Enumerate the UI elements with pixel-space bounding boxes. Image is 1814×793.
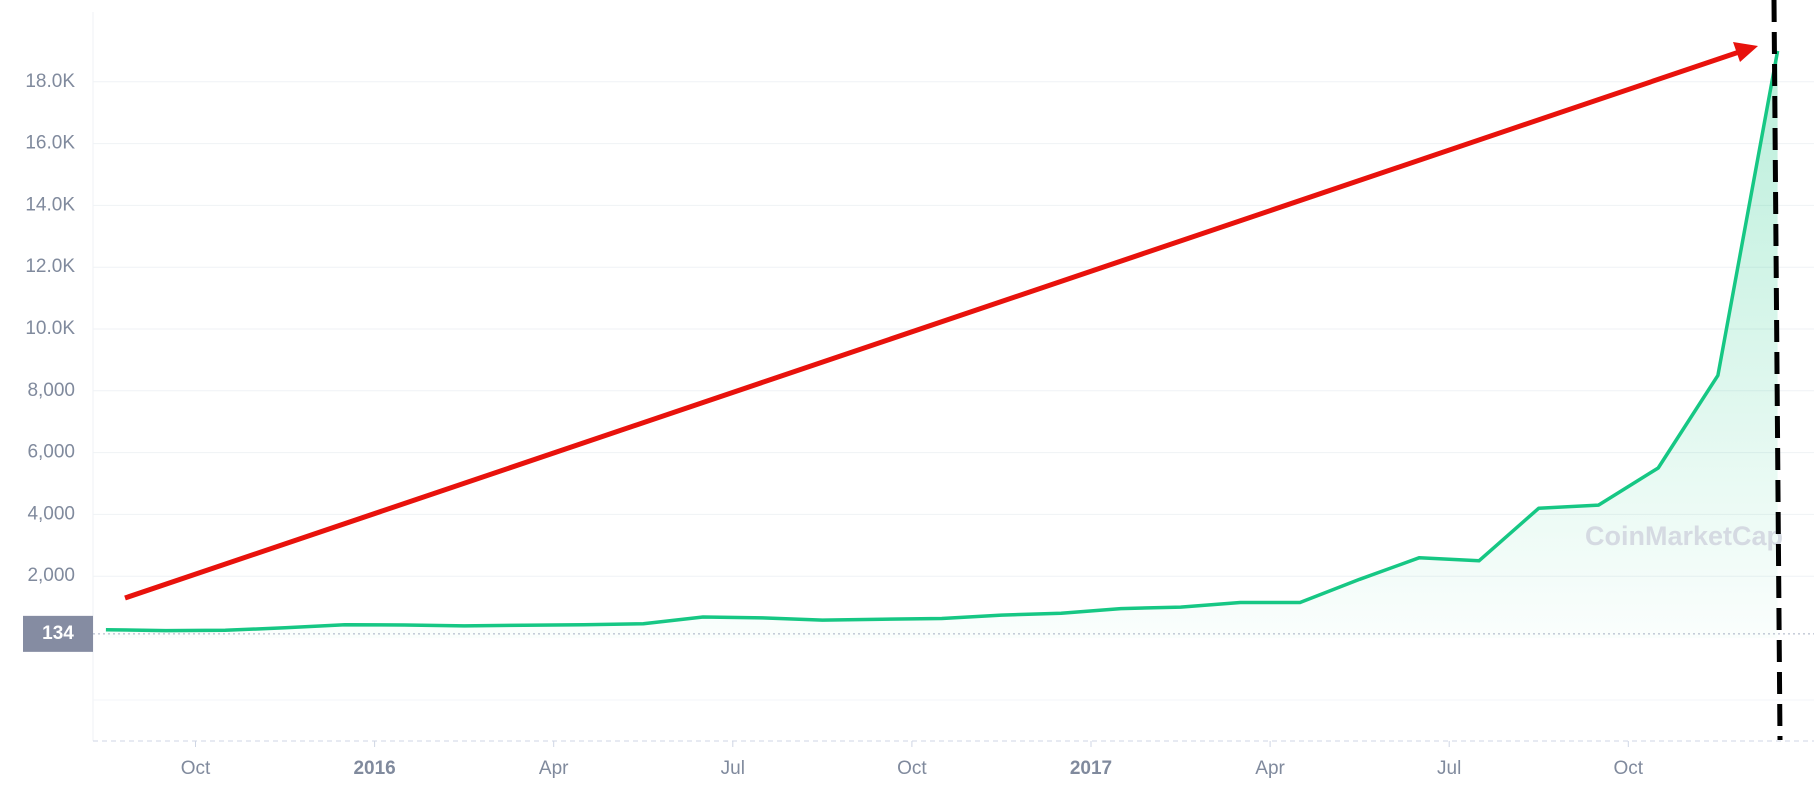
y-tick-label: 12.0K — [25, 256, 75, 277]
watermark: CoinMarketCap — [1585, 521, 1783, 551]
x-tick-label: Apr — [1255, 758, 1285, 779]
x-tick-label: Jul — [1437, 758, 1461, 779]
x-tick-label: Oct — [181, 758, 211, 779]
y-tick-label: 14.0K — [25, 194, 75, 215]
y-tick-label: 6,000 — [27, 442, 75, 463]
peak-marker — [1771, 0, 1783, 741]
y-tick-label: 2,000 — [27, 565, 75, 586]
x-tick-label: 2016 — [353, 758, 395, 779]
y-tick-label: 8,000 — [27, 380, 75, 401]
x-tick-label: Jul — [721, 758, 745, 779]
y-tick-label: 4,000 — [27, 503, 75, 524]
x-tick-label: Oct — [1614, 758, 1644, 779]
price-area — [105, 50, 1778, 638]
current-price-label: 134 — [42, 623, 74, 644]
current-price-badge — [23, 615, 93, 652]
y-tick-label: 16.0K — [25, 133, 75, 154]
x-tick-label: 2017 — [1070, 758, 1112, 779]
y-tick-label: 10.0K — [25, 318, 75, 339]
trend-arrow — [124, 47, 1746, 601]
arrow-head — [1733, 42, 1758, 62]
x-tick-label: Oct — [897, 758, 927, 779]
x-tick-label: Apr — [539, 758, 569, 779]
price-line — [105, 50, 1780, 633]
y-tick-label: 18.0K — [25, 71, 75, 92]
